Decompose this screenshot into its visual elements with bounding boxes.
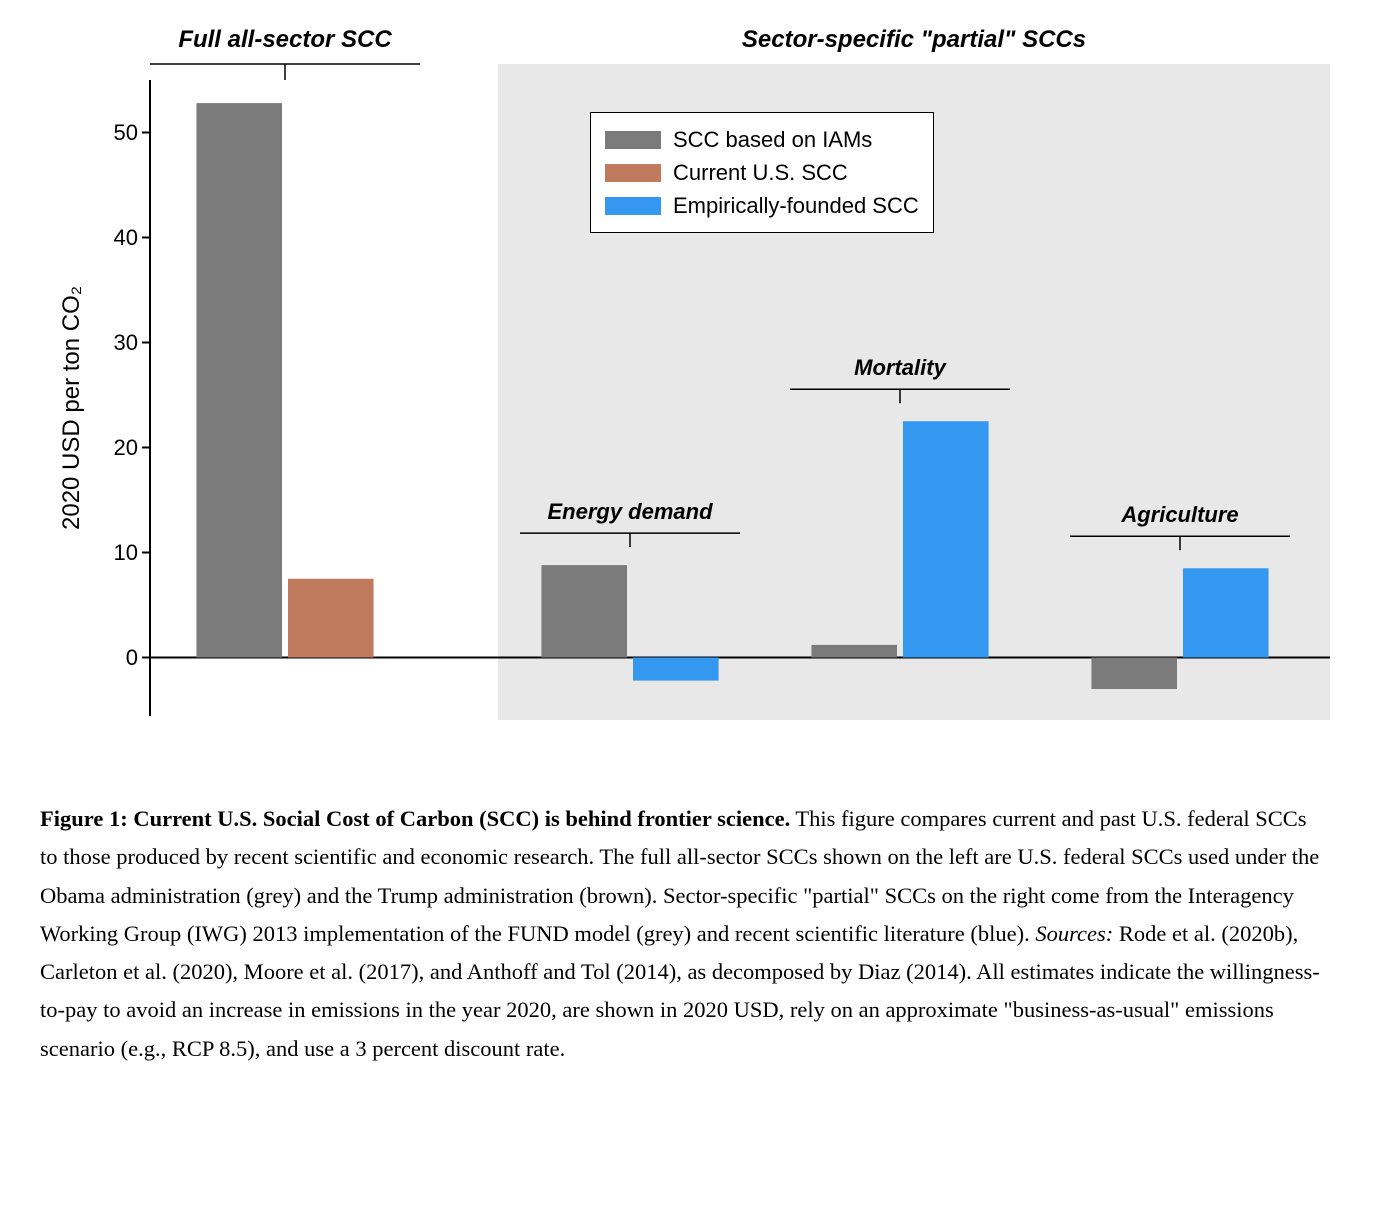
- bar: [811, 645, 897, 658]
- chart-area: 2020 USD per ton CO₂ 01020304050 Full al…: [30, 20, 1356, 760]
- y-tick-label: 0: [90, 645, 138, 671]
- y-tick-label: 50: [90, 120, 138, 146]
- group-label: Agriculture: [1050, 502, 1310, 528]
- figure-container: 2020 USD per ton CO₂ 01020304050 Full al…: [30, 20, 1356, 1068]
- legend-swatch: [605, 197, 661, 215]
- y-tick-label: 30: [90, 330, 138, 356]
- bar: [541, 565, 627, 657]
- legend-item: Empirically-founded SCC: [605, 189, 919, 222]
- legend-label: Empirically-founded SCC: [673, 189, 919, 222]
- bracket: [150, 64, 420, 80]
- bar: [288, 579, 374, 658]
- bar: [196, 103, 282, 657]
- group-label: Energy demand: [500, 499, 760, 525]
- legend-swatch: [605, 131, 661, 149]
- legend-label: SCC based on IAMs: [673, 123, 872, 156]
- section-header: Full all-sector SCC: [125, 26, 445, 54]
- group-label: Mortality: [770, 355, 1030, 381]
- bar: [633, 658, 719, 681]
- bar: [903, 421, 989, 657]
- y-tick-label: 10: [90, 540, 138, 566]
- y-tick-label: 20: [90, 435, 138, 461]
- section-header: Sector-specific "partial" SCCs: [558, 26, 1270, 54]
- legend-item: Current U.S. SCC: [605, 156, 919, 189]
- legend-label: Current U.S. SCC: [673, 156, 848, 189]
- caption-sources-label: Sources:: [1035, 921, 1113, 946]
- legend-swatch: [605, 164, 661, 182]
- legend: SCC based on IAMsCurrent U.S. SCCEmpiric…: [590, 112, 934, 233]
- caption-title: Figure 1: Current U.S. Social Cost of Ca…: [40, 806, 790, 831]
- y-tick-label: 40: [90, 225, 138, 251]
- bar: [1183, 568, 1269, 657]
- legend-item: SCC based on IAMs: [605, 123, 919, 156]
- figure-caption: Figure 1: Current U.S. Social Cost of Ca…: [30, 800, 1356, 1068]
- bar: [1091, 658, 1177, 690]
